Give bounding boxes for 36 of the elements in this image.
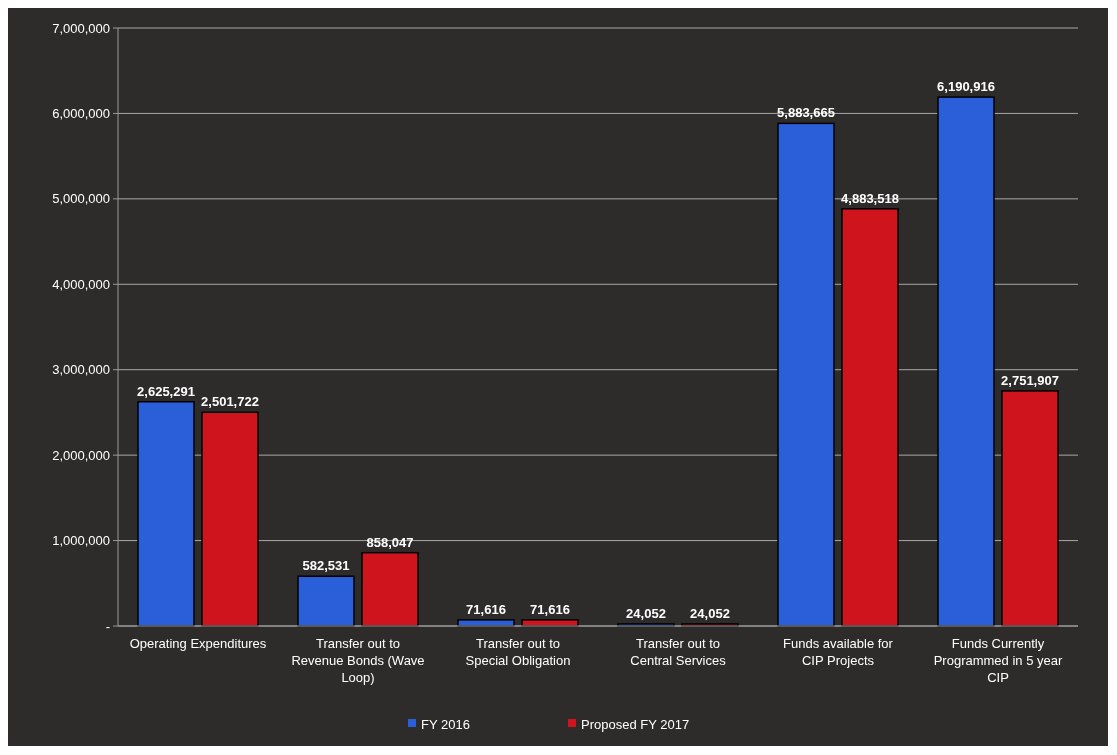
x-tick-label: Funds Currently Programmed in 5 year CIP <box>933 636 1063 685</box>
y-tick-label: 6,000,000 <box>52 105 110 121</box>
bar <box>841 208 899 627</box>
bar <box>297 575 355 627</box>
y-tick-label: 5,000,000 <box>52 191 110 207</box>
data-label: 2,625,291 <box>137 383 195 399</box>
data-label: 4,883,518 <box>841 190 899 206</box>
y-tick-label: 3,000,000 <box>52 362 110 378</box>
x-tick-label: Operating Expenditures <box>129 636 267 651</box>
bar <box>361 551 419 627</box>
data-label: 24,052 <box>690 605 730 621</box>
data-label: 71,616 <box>466 601 506 617</box>
y-tick-label: 7,000,000 <box>52 20 110 36</box>
data-label: 5,883,665 <box>777 105 835 121</box>
legend-label: FY 2016 <box>421 716 470 732</box>
legend-label: Proposed FY 2017 <box>581 716 690 732</box>
x-tick-label: Funds available for CIP Projects <box>783 636 894 668</box>
bar <box>1001 390 1059 627</box>
x-tick-label: Transfer out to Central Services <box>630 636 727 668</box>
data-label: 71,616 <box>530 601 570 617</box>
data-label: 6,190,916 <box>937 79 995 95</box>
data-label: 2,501,722 <box>201 394 259 410</box>
y-tick-label: 4,000,000 <box>52 276 110 292</box>
data-label: 582,531 <box>302 558 350 574</box>
y-tick-label: 2,000,000 <box>52 447 110 463</box>
bar <box>937 96 995 627</box>
y-tick-label: - <box>105 618 110 634</box>
x-tick-label: Transfer out to Revenue Bonds (Wave Loop) <box>291 636 425 685</box>
bar <box>777 122 835 627</box>
data-label: 858,047 <box>366 534 414 550</box>
y-tick-label: 1,000,000 <box>52 533 110 549</box>
bar <box>137 400 195 627</box>
data-label: 24,052 <box>626 605 666 621</box>
bar <box>201 411 259 627</box>
data-label: 2,751,907 <box>1001 372 1059 388</box>
x-tick-label: Transfer out to Special Obligation <box>465 636 571 668</box>
